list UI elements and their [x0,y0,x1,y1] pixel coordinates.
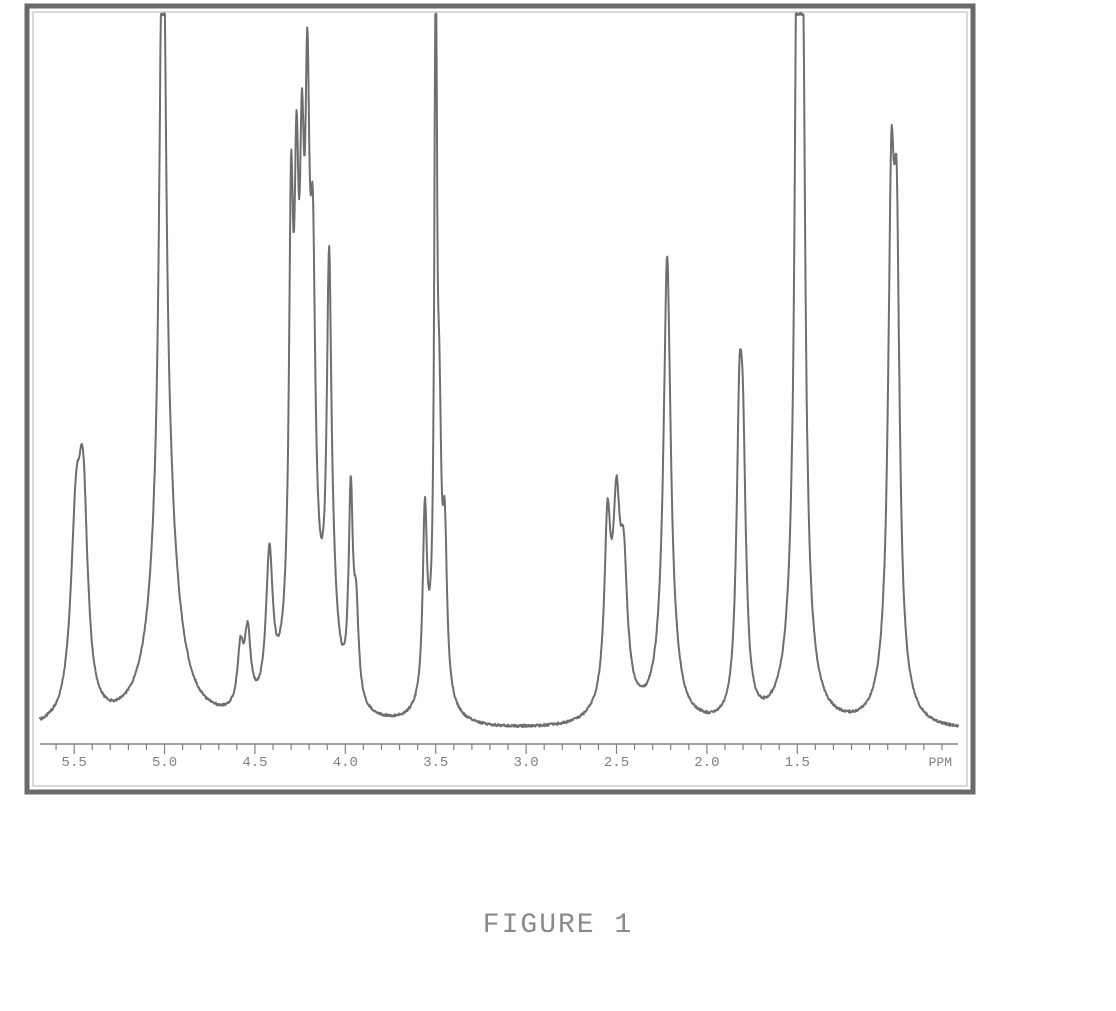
xtick-label: 4.0 [333,755,358,771]
xtick-label: 4.5 [242,755,267,771]
spectrum-trace [40,13,958,727]
xtick-label: 2.5 [604,755,629,771]
figure-wrap: 5.5 5.0 4.5 4.0 3.5 3.0 2.5 2.0 1.5 PPM FIGURE 1 [0,0,1116,1011]
xtick-label: 3.0 [514,755,539,771]
figure-caption-text: FIGURE 1 [483,910,633,941]
spectrum-plot: 5.5 5.0 4.5 4.0 3.5 3.0 2.5 2.0 1.5 PPM [0,0,1000,800]
xtick-label: 3.5 [423,755,448,771]
figure-caption: FIGURE 1 [0,910,1116,941]
xtick-label: 2.0 [694,755,719,771]
xtick-label: 5.0 [152,755,177,771]
axis-unit-label: PPM [929,755,952,770]
xtick-label: 5.5 [62,755,87,771]
xtick-label: 1.5 [785,755,810,771]
